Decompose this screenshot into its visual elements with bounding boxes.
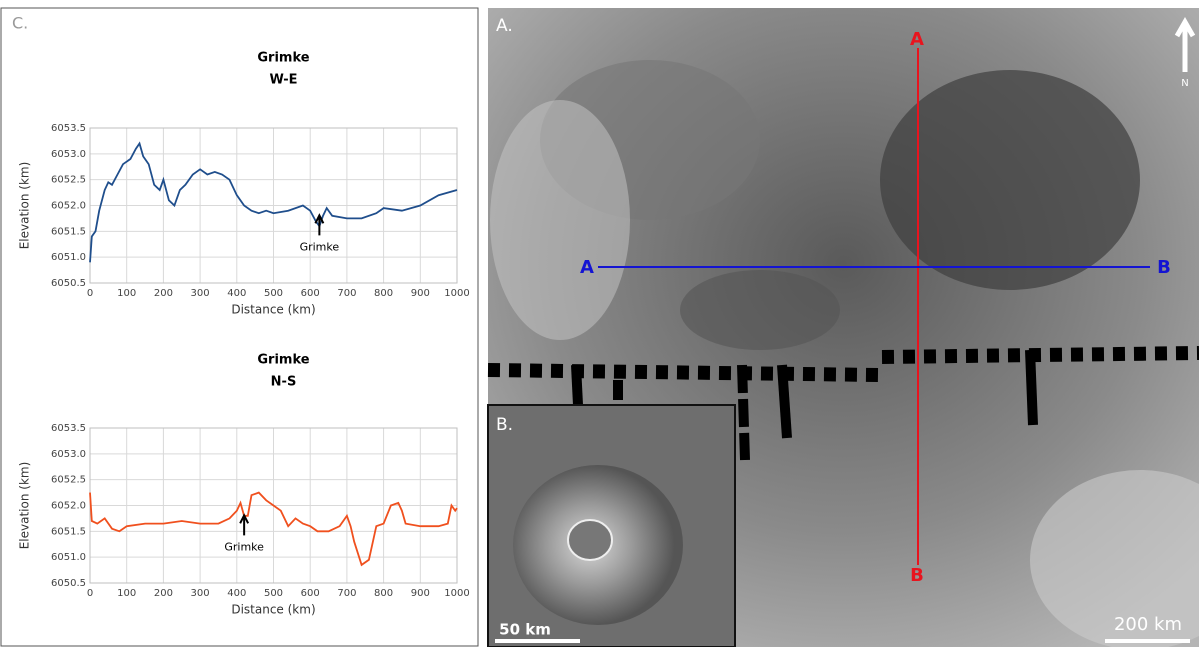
x-tick-label: 0 [87,588,93,599]
x-axis-label: Distance (km) [231,603,315,617]
page: {"chart_data": [ {"type": "line", "title… [0,0,1199,647]
gap-bar [1030,350,1033,425]
annotation: Grimke [300,240,340,253]
x-axis-label: Distance (km) [231,303,315,317]
x-tick-label: 1000 [444,288,469,299]
x-tick-label: 1000 [444,588,469,599]
y-tick-label: 6051.5 [51,226,86,237]
annotation: Grimke [224,540,264,553]
x-tick-label: 700 [337,588,356,599]
x-tick-label: 900 [411,588,430,599]
y-tick-label: 6051.0 [51,252,86,263]
inset: B. 50 km [488,405,735,647]
x-tick-label: 500 [264,288,283,299]
we-end-label: B [1157,257,1171,278]
y-tick-label: 6050.5 [51,278,86,289]
x-tick-label: 800 [374,288,393,299]
x-tick-label: 700 [337,288,356,299]
x-tick-label: 100 [117,288,136,299]
y-tick-label: 6051.0 [51,552,86,563]
figure: C. A. A B A B N 200 km B. 50 km [0,0,1199,647]
x-tick-label: 100 [117,588,136,599]
x-tick-label: 300 [191,288,210,299]
y-tick-label: 6053.5 [51,123,86,134]
bright-region [490,100,630,340]
scale-label: 200 km [1114,614,1182,635]
y-axis-label: Elevation (km) [18,162,32,250]
panel-a-label: A. [496,16,513,36]
y-tick-label: 6051.5 [51,526,86,537]
y-tick-label: 6053.5 [51,423,86,434]
x-tick-label: 300 [191,588,210,599]
panel-c-label: C. [12,14,28,33]
inset-scale-label: 50 km [499,621,551,639]
we-start-label: A [580,257,594,278]
ns-end-label: B [910,565,924,586]
x-tick-label: 500 [264,588,283,599]
chart-subtitle: W-E [269,73,297,88]
chart-subtitle: N-S [271,375,297,390]
chart-title: Grimke [257,51,309,66]
y-axis-label: Elevation (km) [18,462,32,550]
y-tick-label: 6052.0 [51,201,86,212]
x-tick-label: 900 [411,288,430,299]
y-tick-label: 6052.5 [51,475,86,486]
inset-label: B. [496,415,513,435]
x-tick-label: 200 [154,588,173,599]
chart-title: Grimke [257,353,309,368]
x-tick-label: 200 [154,288,173,299]
north-label: N [1181,78,1188,89]
radar-image: A. A B A B N 200 km B. 50 km [488,8,1199,647]
gap-bar [782,365,787,438]
y-tick-label: 6052.5 [51,175,86,186]
x-tick-label: 800 [374,588,393,599]
y-tick-label: 6052.0 [51,501,86,512]
x-tick-label: 400 [227,588,246,599]
gap-bar [742,365,745,460]
y-tick-label: 6050.5 [51,578,86,589]
dark-region [680,270,840,350]
ns-start-label: A [910,29,924,50]
x-tick-label: 600 [301,588,320,599]
x-tick-label: 400 [227,288,246,299]
y-tick-label: 6053.0 [51,449,86,460]
x-tick-label: 0 [87,288,93,299]
y-tick-label: 6053.0 [51,149,86,160]
gap-bar [576,365,578,405]
x-tick-label: 600 [301,288,320,299]
caldera [568,520,612,560]
